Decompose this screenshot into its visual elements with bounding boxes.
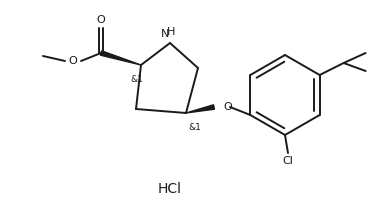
Text: O: O: [69, 56, 77, 66]
Text: HCl: HCl: [158, 182, 182, 196]
Text: &1: &1: [188, 123, 201, 132]
Text: O: O: [97, 15, 105, 25]
Text: O: O: [223, 102, 232, 112]
Polygon shape: [100, 51, 141, 65]
Text: Cl: Cl: [283, 156, 293, 166]
Polygon shape: [186, 105, 214, 113]
Text: N: N: [161, 29, 169, 39]
Text: &1: &1: [130, 75, 143, 84]
Text: H: H: [167, 27, 175, 37]
